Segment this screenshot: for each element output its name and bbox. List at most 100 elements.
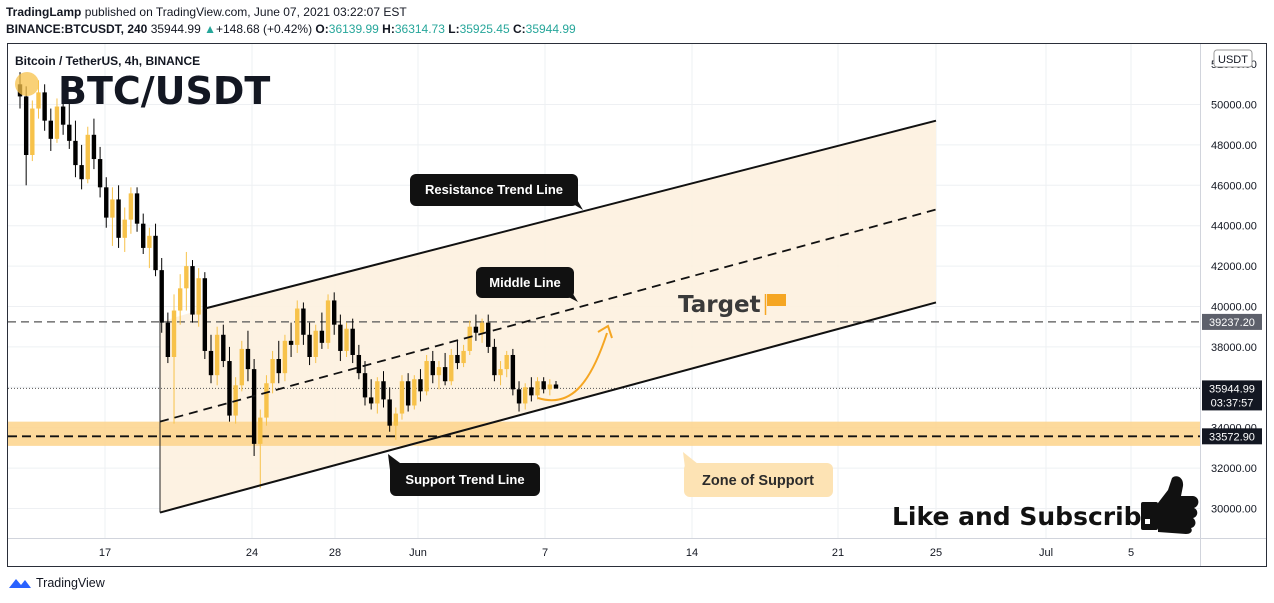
- resistance-trend-line[interactable]: [204, 119, 937, 310]
- candle-body: [449, 354, 454, 382]
- time-tick-label: Jun: [409, 547, 427, 559]
- middle-label: Middle Line: [489, 275, 561, 290]
- high-value: 36314.73: [394, 22, 445, 36]
- candle-body: [245, 348, 251, 370]
- candle-body: [375, 381, 380, 404]
- currency-badge: USDT: [1213, 49, 1253, 68]
- subscribe-text: Like and Subscribe: [892, 502, 1159, 531]
- price-tick-label: 44000.00: [1211, 221, 1257, 233]
- support-price-text: 33572.90: [1209, 431, 1255, 443]
- price-tick-label: 50000.00: [1211, 100, 1257, 112]
- candle-body: [171, 310, 177, 357]
- candle-body: [270, 359, 275, 384]
- close-value: 35944.99: [525, 22, 576, 36]
- publish-text: published on TradingView.com, June 07, 2…: [84, 5, 407, 19]
- candle-body: [134, 193, 140, 224]
- publish-info: TradingLamp published on TradingView.com…: [6, 5, 407, 19]
- candle-body: [368, 397, 374, 404]
- candle-body: [288, 340, 294, 345]
- candle-body: [42, 92, 47, 121]
- time-tick-label: 7: [542, 547, 548, 559]
- flag-icon: [764, 294, 786, 315]
- projection-arrow-head: [597, 324, 613, 339]
- time-tick-label: Jul: [1039, 547, 1053, 559]
- candle-body: [221, 334, 226, 362]
- thumbs-up-icon: [1141, 476, 1199, 534]
- time-tick-label: 28: [329, 547, 341, 559]
- candle-body: [313, 330, 318, 357]
- current-price-tag: 35944.99 03:37:57: [1202, 380, 1262, 411]
- candle-body: [362, 373, 368, 398]
- candle-body: [492, 346, 497, 376]
- candle-body: [128, 193, 134, 220]
- candle-body: [418, 379, 423, 392]
- candle-body: [338, 324, 343, 351]
- candle-body: [153, 235, 158, 271]
- candle-body: [36, 92, 41, 109]
- low-value: 35925.45: [459, 22, 510, 36]
- candle-body: [208, 350, 214, 376]
- candle-body: [147, 235, 152, 248]
- candle-body: [442, 367, 448, 382]
- candle-body: [258, 417, 263, 444]
- legend-text: Bitcoin / TetherUS, 4h, BINANCE: [15, 54, 200, 68]
- candle-body: [177, 288, 183, 311]
- candle-body: [332, 300, 337, 325]
- candle-body: [504, 354, 509, 370]
- candle-body: [214, 334, 220, 376]
- candle-body: [264, 383, 269, 418]
- candle-body: [541, 381, 546, 390]
- low-label: L:: [448, 22, 460, 36]
- price-tick-label: 32000.00: [1211, 463, 1257, 475]
- candle-body: [424, 361, 429, 392]
- price-change: +148.68 (+0.42%): [216, 22, 313, 36]
- high-label: H:: [382, 22, 395, 36]
- up-arrow-icon: ▲: [204, 22, 216, 36]
- time-axis[interactable]: 17 24 28 Jun 7 14 21 25 Jul 5: [99, 547, 1134, 559]
- candle-body: [184, 266, 189, 289]
- candle-body: [79, 165, 84, 180]
- candle-body: [295, 308, 300, 345]
- candle-body: [479, 322, 485, 333]
- candle-body: [159, 270, 164, 323]
- target-price-text: 39237.20: [1209, 317, 1255, 329]
- candle-body: [141, 223, 146, 248]
- support-label: Support Trend Line: [405, 472, 524, 487]
- time-tick-label: 24: [246, 547, 258, 559]
- time-tick-label: 21: [832, 547, 844, 559]
- ohlc-header: BINANCE:BTCUSDT, 240 35944.99 ▲+148.68 (…: [6, 22, 576, 36]
- candle-body: [85, 134, 90, 180]
- candle-body: [529, 387, 534, 396]
- candle-body: [325, 300, 331, 343]
- candle-body: [23, 96, 29, 155]
- candle-body: [104, 187, 109, 218]
- candle-body: [276, 359, 281, 374]
- candle-body: [356, 354, 362, 374]
- candle-body: [473, 326, 479, 333]
- candle-body: [344, 328, 349, 351]
- candle-body: [251, 369, 257, 444]
- candle-body: [91, 134, 97, 160]
- zone-label: Zone of Support: [702, 473, 814, 489]
- channel-fill: [160, 120, 936, 513]
- price-tick-label: 40000.00: [1211, 302, 1257, 314]
- candle-body: [122, 219, 127, 238]
- candle-body: [553, 384, 559, 389]
- time-tick-label: 14: [686, 547, 698, 559]
- author-name[interactable]: TradingLamp: [6, 5, 82, 19]
- candle-body: [227, 361, 232, 416]
- symbol-logo: [15, 72, 39, 96]
- support-price-tag: 33572.90: [1202, 428, 1262, 445]
- candle-body: [196, 278, 201, 315]
- candle-body: [498, 369, 503, 376]
- candle-body: [393, 413, 399, 426]
- candle-body: [387, 399, 392, 426]
- time-tick-label: 25: [930, 547, 942, 559]
- candle-body: [510, 354, 516, 390]
- candle-body: [48, 120, 54, 139]
- footer-brand[interactable]: TradingView: [36, 576, 105, 590]
- support-trend-line[interactable]: [159, 301, 937, 514]
- candle-body: [73, 140, 78, 166]
- projection-arrow: [537, 332, 608, 402]
